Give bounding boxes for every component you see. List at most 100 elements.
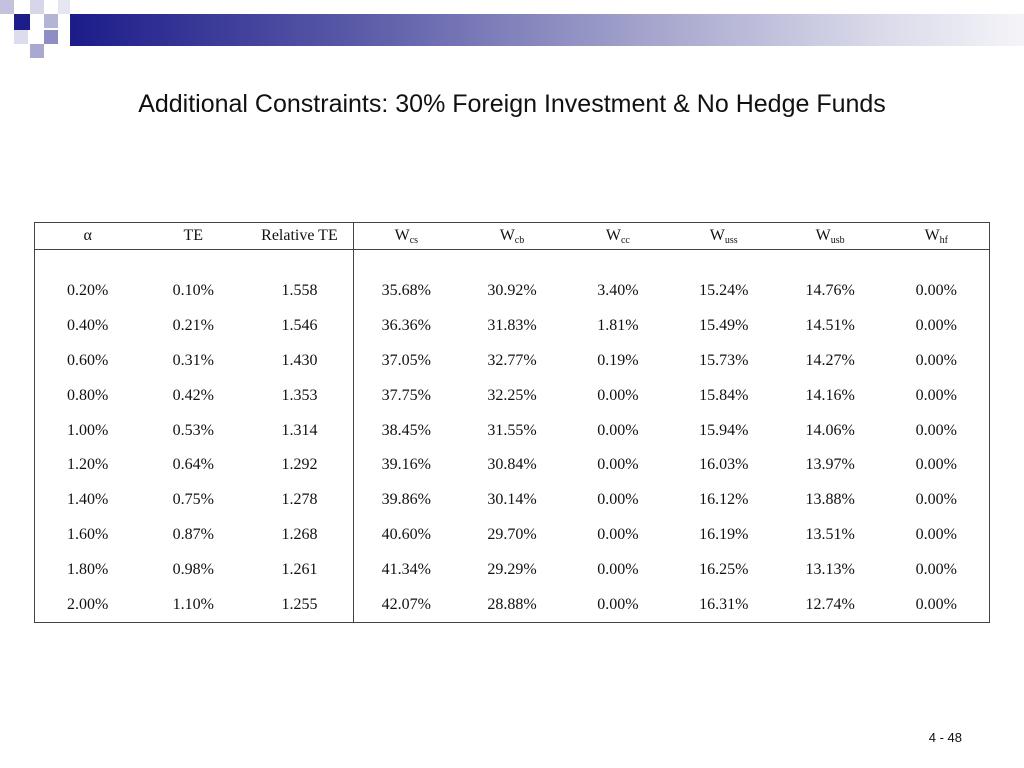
table-row: 1.20% 0.64% 1.292 39.16% 30.84% 0.00% 16.03% 13…	[34, 447, 990, 483]
column-header-w-cs: Wcs	[352, 222, 460, 250]
cell-te: 0.75%	[172, 491, 214, 509]
cell-w-cc: 3.40%	[597, 282, 639, 300]
results-table: α TE Relative TE Wcs Wcb Wcc Wuss Wusb Whf 0.20%…	[34, 222, 990, 623]
cell-w-uss: 15.24%	[699, 282, 749, 300]
cell-w-cc: 0.00%	[597, 491, 639, 509]
cell-w-usb: 14.51%	[805, 317, 855, 335]
cell-relative-te: 1.430	[246, 343, 354, 379]
header-gradient-bar	[70, 14, 1024, 46]
cell-alpha: 1.80%	[34, 552, 141, 588]
cell-w-cs: 39.86%	[352, 482, 460, 518]
deco-square	[30, 0, 44, 14]
spacer-cell	[34, 249, 141, 274]
cell-alpha: 1.40%	[34, 482, 141, 518]
cell-w-uss: 16.03%	[699, 456, 749, 474]
column-header-w-usb: Wusb	[776, 222, 884, 250]
cell-w-cc: 0.00%	[597, 421, 639, 439]
cell-te: 0.21%	[172, 317, 214, 335]
cell-w-usb: 14.06%	[805, 421, 855, 439]
cell-w-cb: 29.70%	[487, 525, 537, 543]
cell-w-cb: 31.55%	[487, 421, 537, 439]
cell-alpha: 2.00%	[34, 587, 141, 623]
spacer-cell	[140, 250, 246, 275]
column-header-relative-te: Relative TE	[246, 222, 354, 250]
cell-w-uss: 16.25%	[699, 560, 749, 578]
cell-w-hf: 0.00%	[883, 378, 990, 414]
cell-w-usb: 14.76%	[805, 282, 855, 300]
header-decoration	[0, 0, 1024, 70]
cell-relative-te: 1.292	[246, 447, 354, 483]
deco-square	[14, 30, 28, 44]
table-body: 0.20% 0.10% 1.558 35.68% 30.92% 3.40% 15.24% 14…	[34, 249, 990, 623]
cell-te: 0.64%	[172, 456, 214, 474]
cell-te: 0.42%	[172, 386, 214, 404]
column-header-label: Relative TE	[261, 227, 338, 244]
cell-w-usb: 13.88%	[805, 491, 855, 509]
cell-w-cc: 0.19%	[597, 351, 639, 369]
cell-w-cc: 0.00%	[597, 386, 639, 404]
cell-w-uss: 15.49%	[699, 317, 749, 335]
cell-w-usb: 14.27%	[805, 351, 855, 369]
cell-w-cs: 40.60%	[352, 517, 460, 553]
cell-w-hf: 0.00%	[883, 552, 990, 588]
cell-alpha: 1.20%	[34, 447, 141, 483]
column-header-label: W	[815, 227, 831, 244]
cell-te: 0.31%	[172, 351, 214, 369]
spacer-cell	[883, 249, 990, 274]
cell-w-cs: 41.34%	[352, 552, 460, 588]
cell-w-uss: 15.84%	[699, 386, 749, 404]
deco-square	[44, 14, 58, 28]
cell-te: 1.10%	[140, 587, 247, 623]
cell-w-usb: 13.51%	[805, 525, 855, 543]
column-header-subscript: cb	[514, 235, 525, 246]
cell-w-cs: 35.68%	[352, 274, 460, 309]
cell-relative-te: 1.314	[246, 413, 354, 448]
cell-relative-te: 1.558	[246, 274, 354, 309]
cell-w-cb: 30.84%	[487, 456, 537, 474]
column-header-w-cb: Wcb	[459, 222, 565, 250]
cell-w-cb: 28.88%	[459, 587, 565, 623]
cell-alpha: 1.60%	[34, 517, 141, 553]
column-header-alpha: α	[34, 222, 141, 250]
cell-w-uss: 16.12%	[699, 491, 749, 509]
spacer-cell	[777, 250, 884, 275]
cell-w-uss: 16.19%	[699, 525, 749, 543]
column-header-label: TE	[183, 227, 204, 244]
column-header-te: TE	[140, 222, 247, 250]
table-row: 1.60% 0.87% 1.268 40.60% 29.70% 0.00% 16.19% 13…	[34, 517, 990, 553]
cell-w-hf: 0.00%	[883, 447, 990, 483]
table-row: 0.60% 0.31% 1.430 37.05% 32.77% 0.19% 15.73% 14…	[34, 343, 990, 379]
header-row: α TE Relative TE Wcs Wcb Wcc Wuss Wusb Whf	[34, 222, 990, 250]
table-row: 0.20% 0.10% 1.558 35.68% 30.92% 3.40% 15.24% 14…	[34, 274, 990, 309]
cell-w-cb: 29.29%	[487, 560, 537, 578]
column-header-w-cc: Wcc	[564, 222, 671, 250]
cell-w-usb: 14.16%	[805, 386, 855, 404]
cell-w-cs: 37.05%	[352, 343, 460, 379]
cell-te: 0.87%	[172, 525, 214, 543]
cell-w-cs: 39.16%	[352, 447, 460, 483]
table-row: 2.00% 1.10% 1.255 42.07% 28.88% 0.00% 16.31% 12…	[34, 587, 990, 623]
table-row: 0.80% 0.42% 1.353 37.75% 32.25% 0.00% 15.84% 14…	[34, 378, 990, 414]
cell-alpha: 0.60%	[34, 343, 141, 379]
cell-w-cc: 0.00%	[597, 456, 639, 474]
column-header-subscript: usb	[830, 235, 845, 246]
cell-relative-te: 1.255	[246, 587, 354, 623]
column-header-label: W	[499, 227, 515, 244]
cell-w-cc: 0.00%	[597, 560, 639, 578]
deco-square	[14, 14, 30, 30]
cell-te: 0.10%	[172, 282, 214, 300]
cell-w-cb: 30.14%	[487, 491, 537, 509]
cell-w-cc: 1.81%	[597, 317, 639, 335]
cell-w-hf: 0.00%	[883, 482, 990, 518]
table-row: 1.40% 0.75% 1.278 39.86% 30.14% 0.00% 16.12% 13…	[34, 482, 990, 518]
cell-w-hf: 0.00%	[883, 308, 990, 344]
cell-relative-te: 1.268	[246, 517, 354, 553]
cell-w-cb: 32.25%	[487, 386, 537, 404]
column-header-label: α	[83, 227, 92, 244]
cell-w-cs: 42.07%	[352, 587, 460, 623]
column-header-subscript: cs	[409, 235, 419, 246]
table-row: 0.40% 0.21% 1.546 36.36% 31.83% 1.81% 15.49% 14…	[34, 308, 990, 344]
spacer-cell	[246, 249, 354, 274]
cell-alpha: 0.20%	[34, 274, 141, 309]
cell-w-usb: 12.74%	[776, 587, 884, 623]
